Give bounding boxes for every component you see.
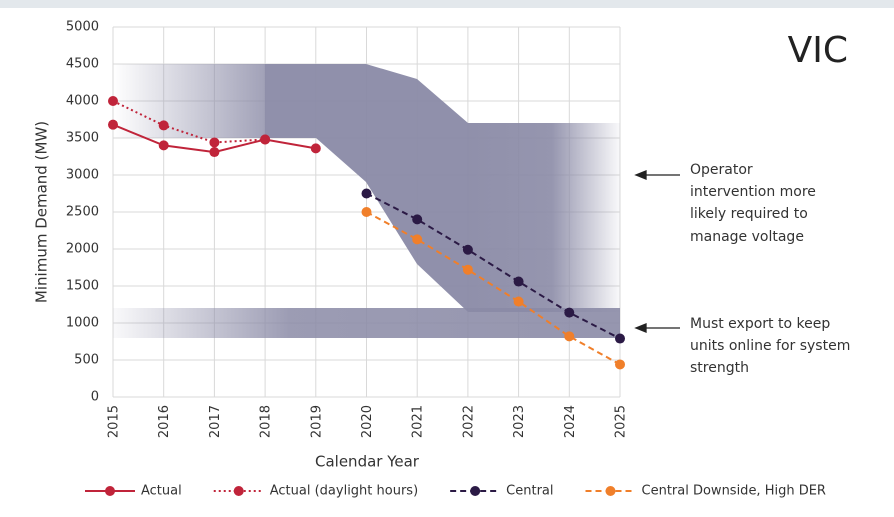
x-tick-label: 2023 [512, 405, 527, 438]
shade-band [113, 308, 620, 338]
legend-marker [605, 486, 616, 496]
x-tick-label: 2024 [563, 405, 578, 438]
y-tick-label: 500 [74, 353, 99, 368]
legend-label: Actual (daylight hours) [270, 484, 418, 499]
point [209, 137, 220, 148]
series-line [112, 100, 266, 144]
legend-marker [470, 486, 481, 496]
y-tick-label: 1500 [66, 279, 99, 294]
x-tick-label: 2022 [461, 405, 476, 438]
x-tick-label: 2020 [360, 405, 375, 438]
x-tick-label: 2025 [614, 405, 629, 438]
shaded-regions [113, 64, 620, 338]
annotation: Operator [690, 162, 753, 178]
legend-label: Central Downside, High DER [642, 484, 826, 499]
point [260, 134, 271, 145]
annotation: Must export to keep [690, 316, 830, 332]
annotation: units online for system [690, 338, 850, 354]
point [158, 140, 169, 151]
y-tick-label: 2000 [66, 242, 99, 257]
x-tick-label: 2017 [208, 405, 223, 438]
series-line [366, 192, 621, 340]
chart-title: VIC [788, 30, 848, 71]
point [412, 234, 423, 245]
shade-right [468, 123, 620, 312]
x-tick-label: 2016 [157, 405, 172, 438]
shade-left [113, 64, 265, 138]
legend-label: Actual [141, 484, 182, 499]
annotation: likely required to [690, 206, 808, 222]
arrow-head [634, 170, 647, 180]
y-tick-label: 0 [91, 390, 99, 405]
legend-marker [233, 486, 244, 496]
point [108, 119, 118, 130]
x-tick-label: 2019 [309, 405, 324, 438]
annotation: strength [690, 360, 749, 376]
point [564, 307, 575, 318]
point [310, 143, 321, 154]
legend-label: Central [506, 484, 553, 499]
y-tick-label: 3000 [66, 168, 99, 183]
shade-main [265, 64, 468, 312]
point [462, 244, 473, 255]
x-axis-label: Calendar Year [315, 453, 420, 471]
x-tick-label: 2015 [107, 405, 122, 438]
annotation: manage voltage [690, 229, 804, 245]
x-tick-label: 2021 [411, 405, 426, 438]
top-strip [0, 0, 894, 8]
point [462, 264, 473, 275]
arrow-head [634, 323, 647, 333]
arrows [634, 170, 680, 333]
y-axis-label: Minimum Demand (MW) [33, 121, 51, 303]
y-tick-label: 1000 [66, 316, 99, 331]
x-tick-label: 2018 [259, 405, 274, 438]
point [564, 331, 575, 342]
y-tick-label: 4500 [66, 57, 99, 72]
legend-marker [105, 486, 115, 496]
y-tick-label: 3500 [66, 131, 99, 146]
point [513, 276, 524, 287]
point [513, 296, 524, 307]
point [412, 214, 423, 225]
point [615, 359, 625, 370]
point [108, 96, 118, 106]
point [361, 207, 372, 217]
point [615, 333, 625, 344]
point [158, 120, 169, 131]
y-tick-label: 5000 [66, 20, 99, 35]
y-tick-label: 4000 [66, 94, 99, 109]
annotation: intervention more [690, 184, 816, 200]
y-tick-label: 2500 [66, 205, 99, 220]
point [209, 147, 220, 158]
point [361, 188, 372, 199]
